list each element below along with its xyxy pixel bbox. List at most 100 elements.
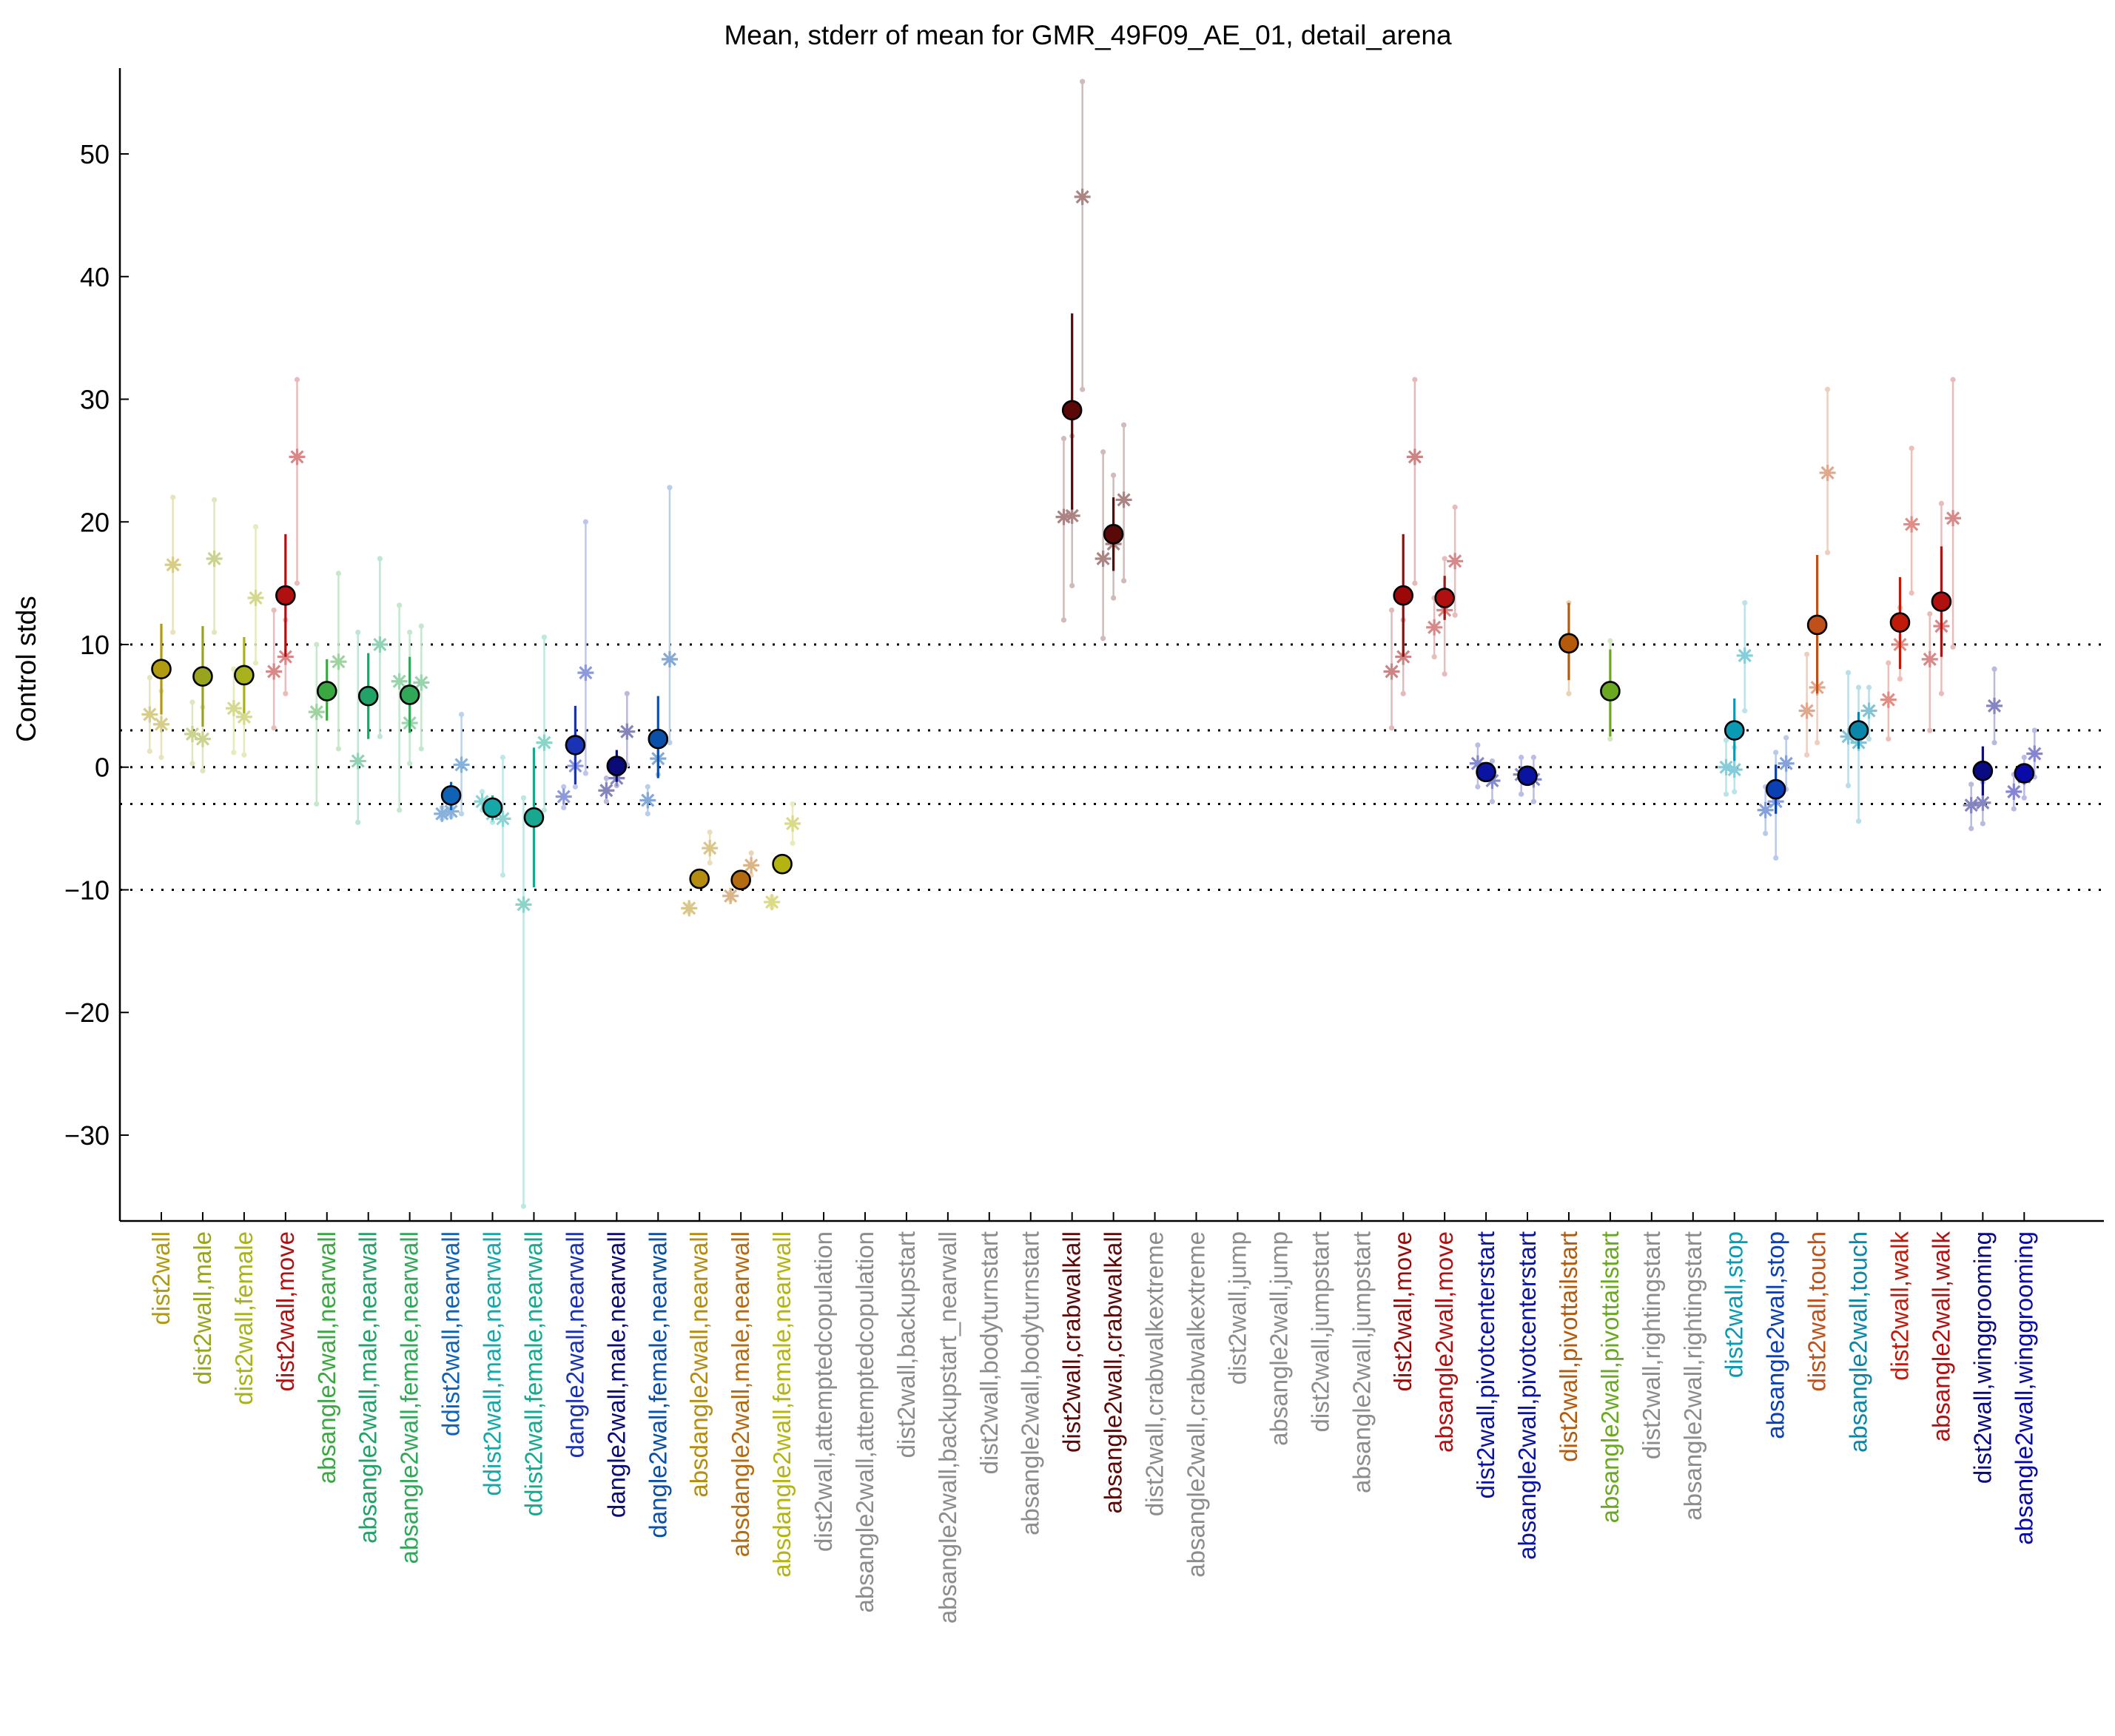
mean-marker bbox=[730, 869, 751, 891]
mean-marker bbox=[1765, 778, 1786, 800]
star-range-end bbox=[1886, 736, 1892, 742]
star-range-end bbox=[294, 377, 300, 383]
star-marker bbox=[722, 887, 739, 904]
y-tick-label: −20 bbox=[64, 997, 110, 1028]
x-tick-labels: dist2wall dist2wall,male dist2wall,female d… bbox=[147, 1212, 2037, 1624]
x-tick-label: absangle2wall,bodyturnstart bbox=[1017, 1231, 1044, 1535]
category-group bbox=[1426, 504, 1464, 677]
star-range-end bbox=[582, 519, 588, 525]
star-range-end bbox=[561, 784, 567, 790]
x-tick-label: dist2wall,bodyturnstart bbox=[975, 1231, 1003, 1474]
x-tick-label: dist2wall,attemptedcopulation bbox=[810, 1231, 837, 1552]
star-range-end bbox=[1080, 78, 1086, 84]
star-range-end bbox=[500, 872, 506, 878]
star-marker bbox=[453, 756, 470, 773]
x-tick-label: dist2wall,crabwalkextreme bbox=[1141, 1231, 1169, 1516]
category-group bbox=[1558, 600, 1579, 696]
star-marker bbox=[235, 708, 252, 725]
mean-marker bbox=[523, 807, 545, 828]
star-range-end bbox=[541, 807, 548, 813]
star-range-end bbox=[377, 733, 383, 739]
star-range-end bbox=[1927, 727, 1933, 733]
star-range-end bbox=[1845, 670, 1852, 676]
star-range-end bbox=[335, 746, 342, 752]
star-range-end bbox=[335, 571, 342, 576]
star-marker bbox=[1055, 508, 1072, 525]
x-tick-label: absangle2wall,stop bbox=[1762, 1231, 1789, 1439]
star-range-end bbox=[407, 629, 413, 636]
star-marker bbox=[1819, 464, 1836, 481]
mean-marker bbox=[482, 797, 503, 818]
star-range-end bbox=[170, 629, 176, 636]
x-tick-label: absangle2wall,move bbox=[1430, 1231, 1458, 1453]
star-range-end bbox=[1519, 754, 1524, 761]
star-marker bbox=[1383, 663, 1400, 680]
axes bbox=[118, 68, 2104, 1222]
star-range-end bbox=[1060, 435, 1067, 442]
star-range-end bbox=[1991, 666, 1997, 672]
mean-marker bbox=[1806, 614, 1828, 636]
star-marker bbox=[1921, 650, 1938, 667]
mean-marker bbox=[1889, 612, 1911, 633]
star-marker bbox=[1880, 691, 1897, 708]
category-group bbox=[1718, 600, 1753, 797]
x-tick-label: dist2wall,touch bbox=[1803, 1231, 1831, 1391]
x-tick-label: dangle2wall,male,nearwall bbox=[602, 1231, 630, 1518]
star-range-end bbox=[1530, 754, 1537, 761]
x-tick-label: absangle2wall,nearwall bbox=[313, 1231, 340, 1484]
star-range-end bbox=[1412, 377, 1418, 383]
star-range-end bbox=[189, 761, 195, 767]
category-group bbox=[308, 571, 347, 807]
chart-title: Mean, stderr of mean for GMR_49F09_AE_01… bbox=[724, 20, 1452, 50]
star-range-end bbox=[314, 642, 320, 647]
star-range-end bbox=[170, 494, 176, 500]
star-range-end bbox=[252, 660, 259, 666]
x-tick-label: absdangle2wall,male,nearwall bbox=[727, 1231, 754, 1557]
category-group bbox=[184, 497, 223, 774]
star-range-end bbox=[1489, 798, 1496, 804]
x-tick-label: dist2wall bbox=[147, 1231, 175, 1325]
star-range-end bbox=[1742, 707, 1748, 714]
star-range-end bbox=[1950, 644, 1956, 650]
mean-marker bbox=[2014, 763, 2035, 784]
x-tick-label: dist2wall,pivottailstart bbox=[1555, 1231, 1582, 1462]
star-marker bbox=[661, 650, 678, 667]
x-tick-label: dist2wall,rightingstart bbox=[1638, 1231, 1665, 1459]
mean-marker bbox=[606, 756, 628, 776]
star-range-end bbox=[1866, 684, 1872, 690]
star-range-end bbox=[1100, 636, 1106, 642]
star-marker bbox=[577, 665, 594, 682]
star-range-end bbox=[1452, 504, 1458, 510]
star-range-end bbox=[1773, 750, 1779, 756]
y-tick-label: 20 bbox=[80, 507, 110, 537]
mean-marker bbox=[1972, 760, 1994, 781]
x-tick-label: absangle2wall,touch bbox=[1845, 1231, 1872, 1453]
x-tick-label: dist2wall,crabwalkall bbox=[1058, 1231, 1086, 1453]
mean-marker bbox=[1061, 400, 1083, 421]
star-range-end bbox=[790, 801, 796, 807]
star-marker bbox=[247, 590, 264, 607]
x-tick-label: ddist2wall,nearwall bbox=[437, 1231, 465, 1436]
x-tick-label: absangle2wall,pivottailstart bbox=[1596, 1231, 1624, 1523]
star-range-end bbox=[355, 819, 361, 825]
x-tick-label: dist2wall,jumpstart bbox=[1306, 1231, 1334, 1432]
x-tick-label: dangle2wall,nearwall bbox=[561, 1231, 588, 1458]
star-range-end bbox=[377, 556, 383, 562]
star-range-end bbox=[1100, 449, 1106, 455]
x-tick-label: absangle2wall,crabwalkextreme bbox=[1183, 1231, 1210, 1578]
x-tick-label: dist2wall,walk bbox=[1886, 1231, 1913, 1381]
star-marker bbox=[289, 448, 306, 465]
mean-marker bbox=[316, 681, 337, 702]
star-range-end bbox=[1121, 422, 1127, 428]
star-marker bbox=[1426, 619, 1443, 636]
star-range-end bbox=[212, 497, 218, 503]
mean-marker bbox=[192, 666, 213, 687]
star-marker bbox=[681, 900, 698, 917]
star-range-end bbox=[1824, 550, 1831, 556]
star-range-end bbox=[458, 811, 465, 817]
star-marker bbox=[206, 550, 223, 567]
category-group bbox=[1095, 422, 1132, 642]
star-range-end bbox=[645, 811, 650, 817]
star-marker bbox=[494, 810, 511, 827]
